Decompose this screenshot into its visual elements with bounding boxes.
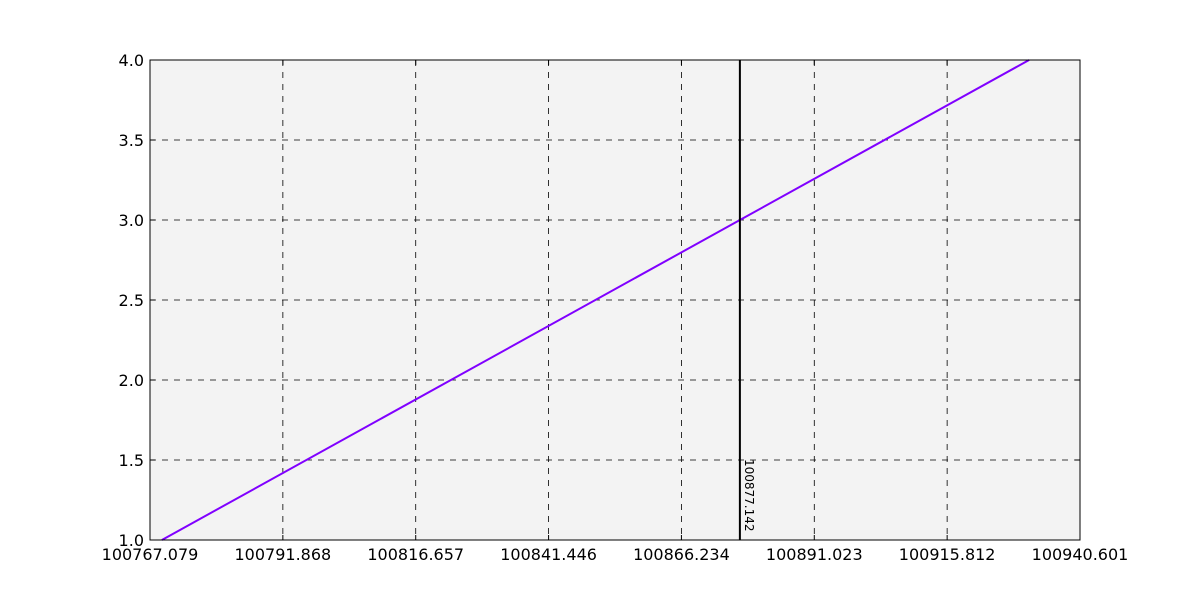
x-tick-label: 100915.812 — [899, 545, 996, 564]
x-tick-label: 100841.446 — [500, 545, 597, 564]
x-tick-label: 100767.079 — [102, 545, 199, 564]
plot-area — [150, 60, 1080, 540]
y-tick-label: 3.0 — [119, 211, 144, 230]
y-tick-label: 1.0 — [119, 531, 144, 550]
y-tick-labels: 1.0 1.5 2.0 2.5 3.0 3.5 4.0 — [119, 51, 144, 550]
x-tick-label: 100866.234 — [633, 545, 730, 564]
x-tick-label: 100940.601 — [1032, 545, 1129, 564]
x-tick-label: 100816.657 — [367, 545, 464, 564]
x-tick-label: 100891.023 — [766, 545, 863, 564]
x-tick-labels: 100767.079 100791.868 100816.657 100841.446… — [102, 545, 1129, 564]
y-tick-label: 1.5 — [119, 451, 144, 470]
y-tick-label: 2.0 — [119, 371, 144, 390]
grid — [150, 60, 1080, 540]
vertical-marker-label: 100877.142 — [742, 459, 756, 532]
marker-line-layer: 100877.142 — [738, 60, 756, 540]
y-tick-label: 4.0 — [119, 51, 144, 70]
x-tick-label: 100791.868 — [235, 545, 332, 564]
axis-ticks — [149, 59, 1081, 541]
y-tick-label: 2.5 — [119, 291, 144, 310]
y-tick-label: 3.5 — [119, 131, 144, 150]
